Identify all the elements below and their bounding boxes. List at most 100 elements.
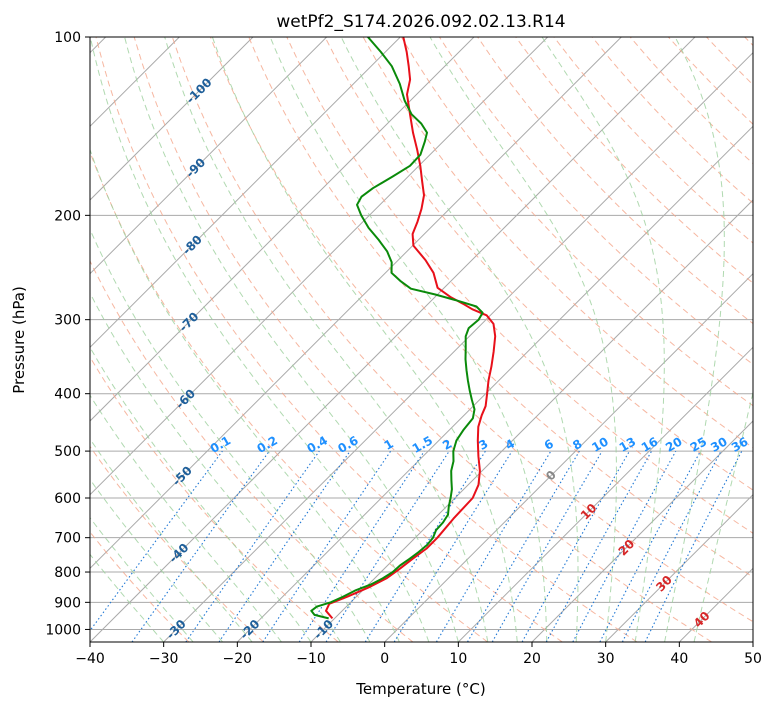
mixing-ratio-line [298,450,425,642]
isotherm-line [90,37,549,496]
isotherm-line [90,37,328,275]
x-tick-label: 10 [449,651,467,667]
dry-adiabat-line [248,37,753,578]
x-tick-label: −40 [75,651,105,667]
chart-title: wetPf2_S174.2026.092.02.13.R14 [276,12,565,32]
dry-adiabat-line [210,37,753,623]
mixing-ratio-label: 20 [663,434,684,454]
x-tick-label: 20 [523,651,541,667]
mixing-ratio-label: 10 [589,434,610,454]
mixing-ratio-line [218,450,351,642]
dry-adiabat-line [286,37,753,534]
x-tick-label: −10 [296,651,326,667]
moist-adiabats [90,37,753,642]
mixing-ratio-label: 2 [440,436,454,452]
x-tick-label: 0 [380,651,389,667]
isotherm-line [90,37,622,570]
isotherm-line [531,420,753,642]
mixing-ratio-label: 30 [708,434,729,454]
moist-adiabat-line [90,292,341,642]
moist-adiabat-line [269,37,548,642]
mixing-ratio-label: 36 [729,434,750,454]
dry-adiabat-line [668,37,753,125]
moist-adiabat-line [541,37,665,642]
moist-adiabat-line [664,37,725,642]
isotherm-line [310,199,753,642]
moist-adiabat-line [429,37,617,642]
y-tick-label: 500 [54,444,81,460]
moist-adiabat-line [90,516,194,642]
dry-adiabat-line [171,37,712,642]
isotherm-line [90,37,696,642]
moist-adiabat-line [90,553,165,642]
x-axis: −40 −30 −20 −10 0 10 20 30 40 50 [75,642,762,667]
moist-adiabat-line [90,438,253,642]
dry-adiabat-line [95,37,563,642]
mixing-ratio-label: 0.4 [305,433,330,456]
isotherm-line [236,125,753,642]
isotherm-line [605,493,753,642]
moist-adiabat-line [90,37,430,642]
mixing-ratio-line [521,450,630,642]
dry-adiabat-line [90,259,414,642]
mixing-ratio-line [545,450,653,642]
dry-adiabat-line [133,37,638,642]
mixing-ratio-label: 25 [688,434,709,454]
dry-adiabats [90,37,753,642]
mixing-ratio-line [262,450,392,642]
dry-adiabat-line [90,531,190,642]
y-axis: 100 200 300 400 500 600 700 800 900 1000 [45,30,90,638]
mixing-ratio-label: 1.5 [410,433,435,456]
mixing-ratio-line [393,450,513,642]
dry-adiabat-line [553,37,753,244]
y-tick-label: 700 [54,531,81,547]
mixing-ratio-line [599,450,701,642]
x-tick-label: −30 [149,651,179,667]
moist-adiabat-line [90,346,312,642]
mixing-ratio-label: 0.6 [335,433,360,456]
isotherm-line [457,346,753,642]
mixing-ratio-line [131,450,270,642]
x-tick-label: 40 [670,651,688,667]
dry-adiabat-line [744,37,753,47]
mixing-ratio-line [467,450,580,642]
isotherm-line [384,272,753,642]
moist-adiabat-line [164,37,489,642]
mixing-ratio-line [572,450,677,642]
mixing-ratio-label: 16 [639,434,660,454]
x-tick-label: 50 [744,651,762,667]
isotherm-line [90,37,254,201]
moist-adiabat-line [340,37,579,642]
mixing-ratio-line [185,450,320,642]
moist-adiabat-line [124,37,459,642]
isotherm-line [90,37,401,349]
y-tick-label: 100 [54,30,81,46]
dry-adiabat-line [90,445,264,642]
isobar-grid [90,37,753,630]
y-tick-label: 300 [54,313,81,329]
mixing-ratio-line [435,450,552,642]
moist-adiabat-line [90,394,282,642]
mixing-ratio-label: 13 [617,434,638,454]
dry-adiabat-line [706,37,753,86]
y-axis-label: Pressure (hPa) [10,286,28,394]
moist-adiabat-line [693,390,753,642]
dry-adiabat-line [324,37,753,491]
moist-adiabat-line [90,148,400,642]
x-tick-label: 30 [597,651,615,667]
mixing-ratio-lines [90,450,743,642]
profile-series [310,37,497,620]
dry-adiabat-line [90,356,339,642]
x-tick-label: −20 [223,651,253,667]
y-tick-label: 900 [54,595,81,611]
moist-adiabat-line [90,228,371,642]
y-tick-label: 200 [54,208,81,224]
mixing-ratio-line [325,450,450,642]
plot-frame [89,36,754,643]
mixing-ratio-label: 0.1 [208,433,233,456]
y-tick-label: 800 [54,565,81,581]
mixing-ratio-label: 6 [542,436,556,452]
dewpoint-series-line [310,37,484,620]
moist-adiabat-line [90,478,223,642]
mixing-ratio-label: 1 [382,436,396,452]
